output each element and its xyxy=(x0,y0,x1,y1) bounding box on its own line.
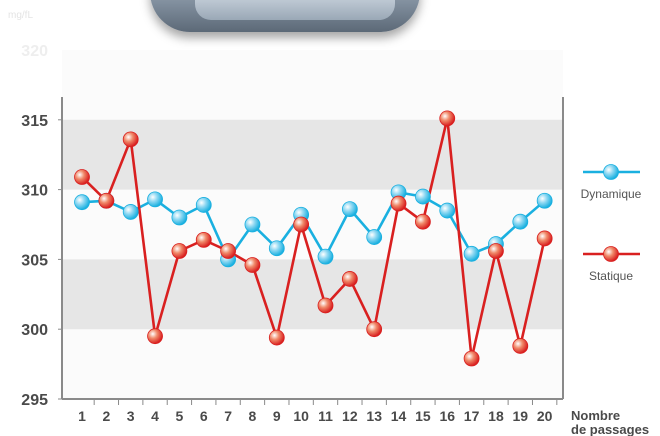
x-tick-label: 9 xyxy=(273,408,281,424)
data-point-statique xyxy=(74,169,90,185)
x-tick-label: 20 xyxy=(537,408,553,424)
x-tick-label: 5 xyxy=(176,408,184,424)
data-point-dynamique xyxy=(244,216,261,233)
y-tick-label-faint: 320 xyxy=(21,43,48,60)
data-point-statique xyxy=(439,110,456,127)
x-tick-label: 4 xyxy=(151,408,159,424)
grid-band xyxy=(62,259,563,330)
x-tick-label: 11 xyxy=(318,408,333,424)
x-tick-label: 2 xyxy=(102,408,110,424)
series-points xyxy=(74,110,553,367)
data-point-statique xyxy=(122,131,139,148)
legend-label-dynamique: Dynamique xyxy=(581,187,642,201)
data-point-dynamique xyxy=(366,229,383,245)
data-point-statique xyxy=(317,297,334,314)
data-point-dynamique xyxy=(74,194,90,211)
y-tick-label: 310 xyxy=(21,183,48,200)
x-tick-label: 16 xyxy=(439,408,455,424)
y-axis-ticks: 295 300 305 310 315 320 xyxy=(21,43,62,409)
x-tick-label: 12 xyxy=(342,408,358,424)
data-point-statique xyxy=(171,243,188,259)
data-point-dynamique xyxy=(512,213,529,230)
data-point-dynamique xyxy=(439,202,456,219)
y-tick-label: 305 xyxy=(21,252,48,269)
data-point-dynamique xyxy=(463,245,480,262)
y-tick-label: 315 xyxy=(21,113,48,130)
plot-background xyxy=(62,50,563,399)
legend-marker-statique xyxy=(603,246,619,262)
data-point-statique xyxy=(195,231,212,248)
x-tick-label: 17 xyxy=(464,408,480,424)
data-point-statique xyxy=(536,230,553,247)
data-point-statique xyxy=(512,338,529,354)
data-point-dynamique xyxy=(195,197,212,213)
data-point-statique xyxy=(244,257,261,273)
legend-marker-dynamique xyxy=(603,164,619,180)
x-tick-label: 1 xyxy=(78,408,86,424)
data-point-statique xyxy=(488,243,504,259)
grid-bands xyxy=(62,50,563,399)
y-tick-label: 295 xyxy=(21,392,48,409)
data-point-dynamique xyxy=(122,204,139,220)
data-point-statique xyxy=(463,350,480,367)
data-point-statique xyxy=(220,243,237,259)
y-tick-label: 300 xyxy=(21,322,48,339)
data-point-dynamique xyxy=(317,248,334,265)
x-tick-label: 3 xyxy=(127,408,135,424)
x-axis-label-line2: de passages xyxy=(571,422,649,436)
data-point-statique xyxy=(414,213,431,230)
x-tick-label: 15 xyxy=(415,408,431,424)
data-point-statique xyxy=(366,321,383,338)
chart-axes xyxy=(61,97,564,400)
x-tick-label: 7 xyxy=(224,408,232,424)
data-point-dynamique xyxy=(171,209,188,226)
legend-label-statique: Statique xyxy=(589,269,633,283)
data-point-statique xyxy=(268,329,285,346)
data-point-dynamique xyxy=(268,240,285,257)
data-point-dynamique xyxy=(536,192,553,209)
x-tick-label: 19 xyxy=(513,408,529,424)
x-axis-label-line1: Nombre xyxy=(571,408,620,423)
x-tick-label: 18 xyxy=(488,408,504,424)
grid-band xyxy=(62,119,563,190)
analyzer-device-face xyxy=(195,0,395,20)
data-point-dynamique xyxy=(147,191,163,208)
data-point-statique xyxy=(98,192,115,209)
x-tick-label: 10 xyxy=(293,408,309,424)
x-tick-label: 8 xyxy=(249,408,257,424)
data-point-statique xyxy=(293,216,310,233)
x-tick-label: 13 xyxy=(366,408,382,424)
legend: Dynamique Statique xyxy=(581,164,642,283)
x-tick-label: 6 xyxy=(200,408,208,424)
data-point-statique xyxy=(147,328,163,345)
x-axis-ticks: 1 2 3 4 5 6 7 8 9 10 11 12 13 14 15 16 17 18 19 20 xyxy=(78,399,558,424)
data-point-dynamique xyxy=(341,201,358,218)
data-point-statique xyxy=(390,195,407,212)
series-line-statique xyxy=(81,117,546,360)
data-point-statique xyxy=(341,271,358,287)
y-unit-label: mg/fL xyxy=(8,10,34,21)
x-tick-label: 14 xyxy=(391,408,407,424)
data-point-dynamique xyxy=(414,188,431,205)
